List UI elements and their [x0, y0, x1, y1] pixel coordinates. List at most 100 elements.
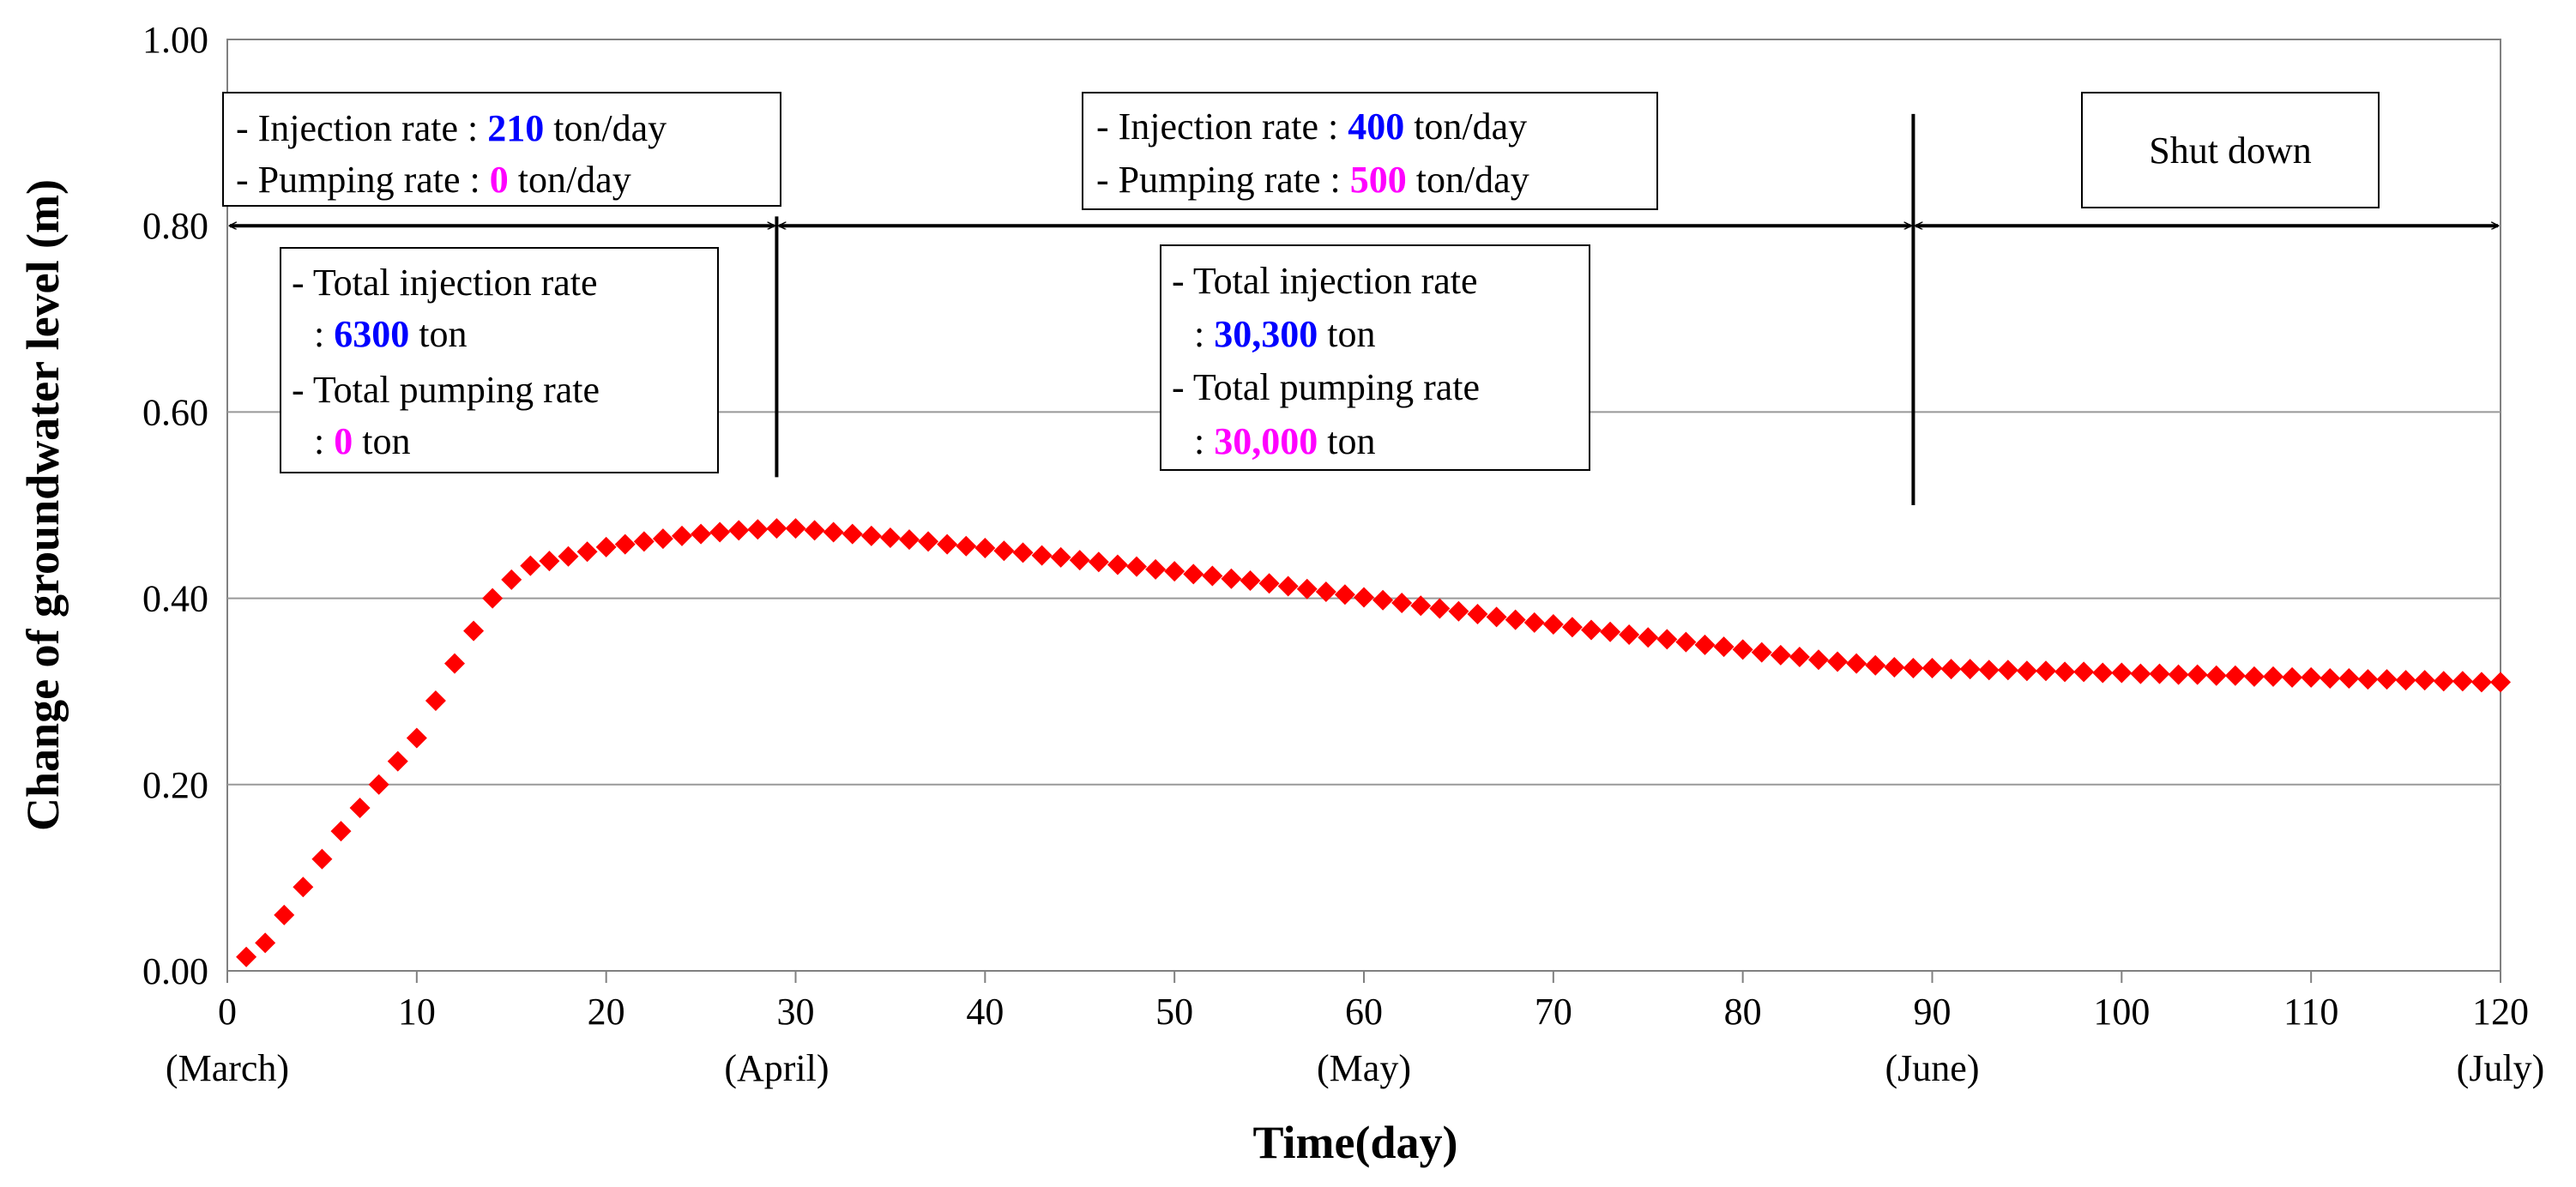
phase2-totals-box: - Total injection rate : 30,300 ton - To…: [1160, 244, 1590, 471]
y-tick-label: 0.00: [142, 950, 208, 992]
phase2-rates-frame: [1082, 92, 1658, 210]
data-point: [1145, 558, 1167, 580]
phase-annotations: [230, 113, 2498, 505]
data-point: [236, 946, 257, 967]
x-tick-label: 100: [2093, 991, 2150, 1033]
data-point: [2376, 669, 2398, 690]
data-point: [444, 653, 465, 674]
data-point: [1126, 556, 1147, 577]
phase2-injection-label: - Injection rate :: [1096, 105, 1348, 148]
data-point: [633, 531, 655, 552]
data-point: [2338, 667, 2360, 689]
phase2-total-injection-unit: ton: [1318, 313, 1375, 355]
data-point: [1732, 639, 1753, 660]
data-point: [1391, 593, 1413, 614]
data-point: [520, 555, 541, 576]
x-tick-label: 70: [1535, 991, 1572, 1033]
x-tick-label: 50: [1155, 991, 1193, 1033]
phase1-rates-box: - Injection rate : 210 ton/day - Pumping…: [222, 92, 781, 207]
phase3-label: Shut down: [2149, 130, 2311, 172]
data-point: [2187, 664, 2208, 685]
x-tick-label: 90: [1914, 991, 1952, 1033]
y-tick-label: 0.80: [142, 205, 208, 247]
data-point: [1846, 653, 1867, 674]
data-point: [311, 848, 333, 870]
phase2-total-pumping-value: 30,000: [1214, 420, 1318, 462]
data-point: [255, 932, 276, 954]
phase1-total-pumping-label: - Total pumping rate: [292, 369, 600, 411]
data-point: [368, 774, 389, 795]
x-tick-label: 60: [1345, 991, 1383, 1033]
data-point: [349, 797, 371, 818]
x-tick-label: 110: [2283, 991, 2338, 1033]
data-point: [2130, 663, 2151, 684]
data-point: [823, 521, 844, 543]
phase2-rates-box: - Injection rate : 400 ton/day - Pumping…: [1082, 92, 1658, 210]
data-point: [1561, 617, 1583, 638]
data-point: [1107, 554, 1128, 575]
data-point: [709, 521, 731, 543]
data-point: [2243, 666, 2265, 687]
phase1-injection-value: 210: [487, 107, 544, 149]
data-point: [728, 520, 750, 541]
data-point: [747, 519, 769, 540]
data-point: [406, 727, 427, 749]
x-tick-labels: 0 10 20 30 40 50 60 70 80 90 100 110 120: [218, 971, 2529, 1033]
data-point: [387, 750, 408, 772]
phase2-pumping-value: 500: [1350, 159, 1407, 201]
month-label: (May): [1317, 1047, 1411, 1089]
data-point: [1827, 651, 1849, 672]
data-point: [1031, 545, 1053, 566]
data-point: [539, 551, 560, 572]
x-axis-title: Time(day): [1253, 1117, 1458, 1168]
x-tick-label: 10: [398, 991, 436, 1033]
data-point: [2224, 665, 2246, 686]
data-point: [993, 540, 1015, 562]
data-point: [1050, 546, 1071, 568]
data-point: [1581, 619, 1602, 641]
data-point: [1258, 573, 1280, 594]
phase1-total-injection-line: : 6300 ton: [314, 313, 467, 355]
data-point: [937, 533, 958, 555]
month-labels: (March) (April) (May) (June) (July): [166, 1047, 2544, 1089]
x-tick-label: 120: [2472, 991, 2529, 1033]
data-point: [2357, 669, 2379, 690]
data-point: [691, 523, 712, 545]
y-tick-label: 0.20: [142, 764, 208, 806]
data-point: [2149, 663, 2170, 684]
phase2-total-injection-value: 30,300: [1214, 313, 1318, 355]
phase1-pumping-unit: ton/day: [509, 159, 631, 201]
data-point: [595, 536, 617, 557]
data-point: [1467, 604, 1488, 625]
phase2-injection-line: - Injection rate : 400 ton/day: [1096, 105, 1527, 148]
data-point: [2490, 672, 2511, 693]
data-point: [2073, 661, 2095, 683]
data-point: [576, 541, 598, 563]
data-point: [1940, 659, 1962, 680]
data-point: [2301, 666, 2322, 688]
data-point: [1354, 587, 1374, 608]
data-point: [2470, 672, 2492, 693]
phase2-pumping-label: - Pumping rate :: [1096, 159, 1350, 201]
data-point: [1277, 575, 1299, 597]
data-point: [1751, 642, 1772, 663]
data-point: [1202, 565, 1223, 587]
data-point: [2036, 660, 2056, 682]
data-point: [558, 545, 579, 567]
phase1-totals-box: - Total injection rate : 6300 ton - Tota…: [280, 247, 719, 473]
phase1-total-pumping-value: 0: [334, 420, 353, 462]
phase2-pumping-unit: ton/day: [1407, 159, 1529, 201]
data-point: [1694, 634, 1716, 655]
data-point: [293, 877, 314, 898]
data-point: [274, 904, 295, 925]
phase1-total-injection-value: 6300: [334, 313, 409, 355]
y-axis-title: Change of groundwater level (m): [17, 179, 69, 831]
phase2-total-pumping-line: : 30,000 ton: [1194, 420, 1375, 462]
phase1-total-pumping-prefix: :: [314, 420, 334, 462]
data-point: [1770, 644, 1791, 666]
data-point: [899, 529, 920, 551]
data-point: [1713, 636, 1734, 658]
phase3-frame: [2081, 92, 2380, 208]
data-point: [652, 528, 673, 550]
data-point: [2263, 666, 2283, 687]
